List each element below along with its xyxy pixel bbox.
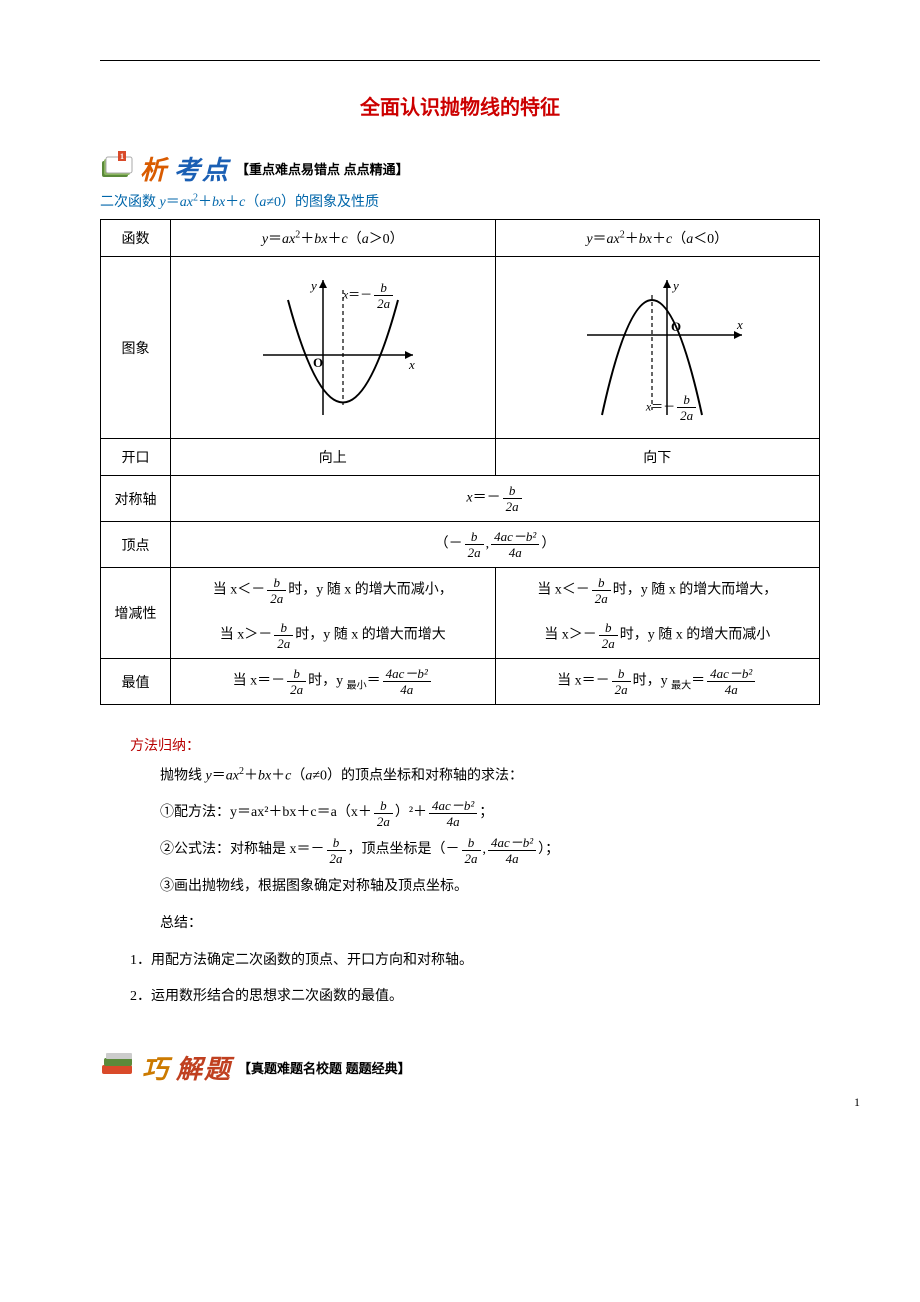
badge-word-1: 析 — [140, 150, 168, 187]
table-row: 函数 y＝ax2＋bx＋c（a＞0） y＝ax2＋bx＋c（a＜0） — [101, 220, 820, 257]
badge-word-2: 考点 — [174, 150, 230, 187]
svg-text:y: y — [671, 278, 679, 293]
svg-text:O: O — [313, 355, 323, 370]
section2-badge: 巧 解题 【真题难题名校题 题题经典】 — [100, 1049, 820, 1086]
table-row: 图象 O x y x＝－b2a — [101, 257, 820, 439]
properties-table: 函数 y＝ax2＋bx＋c（a＞0） y＝ax2＋bx＋c（a＜0） 图象 O … — [100, 219, 820, 705]
table-row: 开口 向上 向下 — [101, 439, 820, 476]
method-3: ③画出抛物线，根据图象确定对称轴及顶点坐标。 — [160, 872, 820, 903]
books-icon — [100, 1051, 136, 1084]
badge2-word-1: 巧 — [142, 1049, 170, 1086]
section1-badge: 1 析 考点 【重点难点易错点 点点精通】 — [100, 150, 820, 187]
extreme-right: 当 x＝－b2a时，y 最大＝4ac－b²4a — [495, 659, 820, 705]
svg-text:y: y — [309, 278, 317, 293]
table-row: 最值 当 x＝－b2a时，y 最小＝4ac－b²4a 当 x＝－b2a时，y 最… — [101, 659, 820, 705]
svg-text:x: x — [736, 317, 743, 332]
vertex-merged: （－b2a,4ac－b²4a） — [171, 522, 820, 568]
top-rule — [100, 60, 820, 61]
func-left: y＝ax2＋bx＋c（a＞0） — [171, 220, 496, 257]
row-label: 函数 — [101, 220, 171, 257]
graph-left: O x y x＝－b2a — [171, 257, 496, 439]
method-1: ①配方法：y＝ax²＋bx＋c＝a（x＋b2a）²＋4ac－b²4a； — [160, 798, 820, 829]
row-label: 顶点 — [101, 522, 171, 568]
badge-bracket-2: 【真题难题名校题 题题经典】 — [238, 1058, 411, 1077]
badge-bracket-1: 【重点难点易错点 点点精通】 — [236, 159, 409, 178]
summary-2: 2．运用数形结合的思想求二次函数的最值。 — [130, 982, 820, 1013]
svg-text:1: 1 — [120, 152, 124, 161]
summary-label: 总结： — [160, 909, 820, 940]
mono-right: 当 x＜－b2a时，y 随 x 的增大而增大， 当 x＞－b2a时，y 随 x … — [495, 568, 820, 659]
open-left: 向上 — [171, 439, 496, 476]
methods-heading: 方法归纳： — [130, 735, 820, 755]
summary-1: 1．用配方法确定二次函数的顶点、开口方向和对称轴。 — [130, 946, 820, 977]
page-title: 全面认识抛物线的特征 — [100, 91, 820, 120]
graph-right: O x y x＝－b2a — [495, 257, 820, 439]
row-label: 增减性 — [101, 568, 171, 659]
row-label: 图象 — [101, 257, 171, 439]
methods-line0: 抛物线 y＝ax2＋bx＋c（a≠0）的顶点坐标和对称轴的求法： — [160, 761, 820, 792]
badge2-word-2: 解题 — [176, 1049, 232, 1086]
section1-subtitle: 二次函数 y＝ax2＋bx＋c（a≠0）的图象及性质 — [100, 191, 820, 211]
row-label: 开口 — [101, 439, 171, 476]
book-icon: 1 — [100, 151, 134, 186]
row-label: 最值 — [101, 659, 171, 705]
mono-left: 当 x＜－b2a时，y 随 x 的增大而减小， 当 x＞－b2a时，y 随 x … — [171, 568, 496, 659]
table-row: 顶点 （－b2a,4ac－b²4a） — [101, 522, 820, 568]
table-row: 对称轴 x＝－b2a — [101, 476, 820, 522]
method-2: ②公式法：对称轴是 x＝－b2a，顶点坐标是（－b2a,4ac－b²4a）； — [160, 835, 820, 866]
svg-text:x: x — [408, 357, 415, 372]
axis-merged: x＝－b2a — [171, 476, 820, 522]
func-right: y＝ax2＋bx＋c（a＜0） — [495, 220, 820, 257]
table-row: 增减性 当 x＜－b2a时，y 随 x 的增大而减小， 当 x＞－b2a时，y … — [101, 568, 820, 659]
open-right: 向下 — [495, 439, 820, 476]
page-number: 1 — [854, 1095, 860, 1110]
row-label: 对称轴 — [101, 476, 171, 522]
extreme-left: 当 x＝－b2a时，y 最小＝4ac－b²4a — [171, 659, 496, 705]
